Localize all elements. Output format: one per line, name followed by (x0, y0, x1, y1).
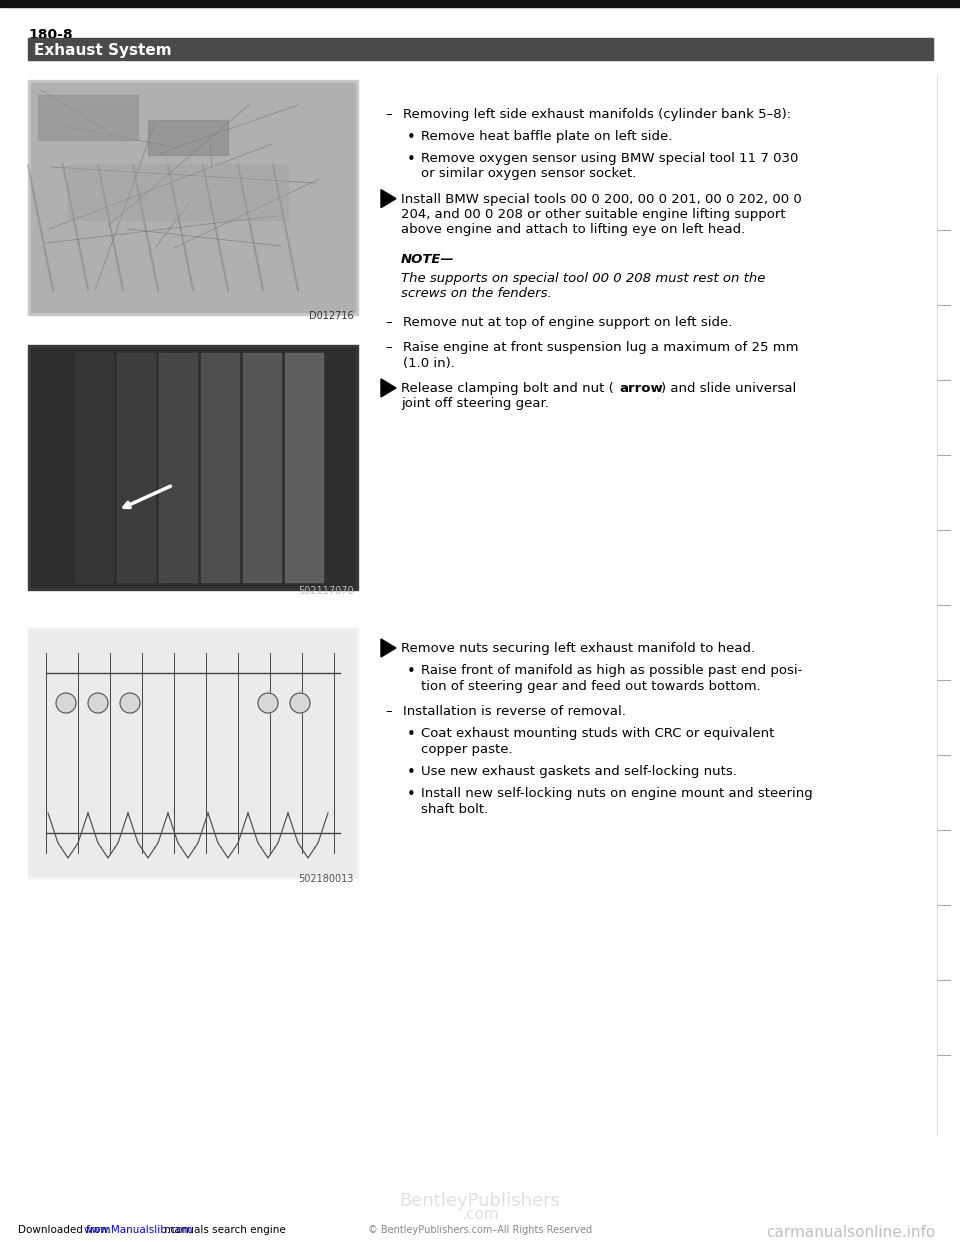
Text: Release clamping bolt and nut (: Release clamping bolt and nut ( (401, 383, 613, 395)
Polygon shape (381, 638, 396, 657)
Text: •: • (407, 152, 416, 166)
Bar (75, 353, 113, 582)
Text: joint off steering gear.: joint off steering gear. (401, 397, 549, 410)
Text: ) and slide universal: ) and slide universal (661, 383, 796, 395)
Text: above engine and attach to lifting eye on left head.: above engine and attach to lifting eye o… (401, 224, 745, 236)
Bar (159, 353, 197, 582)
Text: Raise engine at front suspension lug a maximum of 25 mm: Raise engine at front suspension lug a m… (403, 342, 799, 354)
Bar (117, 353, 155, 582)
Bar (0, 0, 960, 7)
Text: Exhaust System: Exhaust System (34, 43, 172, 58)
Text: •: • (407, 130, 416, 145)
Text: Install BMW special tools 00 0 200, 00 0 201, 00 0 202, 00 0: Install BMW special tools 00 0 200, 00 0… (401, 193, 802, 206)
Bar (68, 165, 288, 220)
Text: carmanualsonline.info: carmanualsonline.info (766, 1225, 935, 1240)
Bar (31, 348, 355, 587)
Text: 180-8: 180-8 (28, 29, 73, 42)
Text: Use new exhaust gaskets and self-locking nuts.: Use new exhaust gaskets and self-locking… (421, 765, 737, 779)
Text: 502180013: 502180013 (299, 874, 354, 884)
Text: copper paste.: copper paste. (421, 743, 513, 756)
Text: © BentleyPublishers.com–All Rights Reserved: © BentleyPublishers.com–All Rights Reser… (368, 1225, 592, 1235)
Text: (1.0 in).: (1.0 in). (403, 356, 455, 370)
Text: •: • (407, 664, 416, 679)
Text: –: – (385, 108, 392, 120)
Polygon shape (381, 190, 396, 207)
Bar (243, 353, 281, 582)
Text: 204, and 00 0 208 or other suitable engine lifting support: 204, and 00 0 208 or other suitable engi… (401, 207, 785, 221)
Text: Remove nut at top of engine support on left side.: Remove nut at top of engine support on l… (403, 315, 732, 329)
Text: •: • (407, 787, 416, 802)
Text: 502117070: 502117070 (299, 586, 354, 596)
Text: Coat exhaust mounting studs with CRC or equivalent: Coat exhaust mounting studs with CRC or … (421, 728, 775, 740)
Text: BentleyPublishers: BentleyPublishers (399, 1192, 561, 1210)
Bar (31, 83, 355, 312)
Polygon shape (381, 379, 396, 397)
Text: –: – (385, 315, 392, 329)
Text: Raise front of manifold as high as possible past end posi-: Raise front of manifold as high as possi… (421, 664, 803, 677)
Text: The supports on special tool 00 0 208 must rest on the: The supports on special tool 00 0 208 mu… (401, 272, 765, 284)
Text: screws on the fenders.: screws on the fenders. (401, 287, 552, 301)
Text: or similar oxygen sensor socket.: or similar oxygen sensor socket. (421, 168, 636, 180)
Text: tion of steering gear and feed out towards bottom.: tion of steering gear and feed out towar… (421, 679, 760, 693)
Circle shape (56, 693, 76, 713)
Bar (33, 353, 71, 582)
Text: D012716: D012716 (309, 310, 354, 320)
Text: Remove nuts securing left exhaust manifold to head.: Remove nuts securing left exhaust manifo… (401, 642, 756, 655)
Bar (28, 345, 358, 590)
Bar (28, 628, 358, 878)
Text: –: – (385, 342, 392, 354)
Text: Removing left side exhaust manifolds (cylinder bank 5–8):: Removing left side exhaust manifolds (cy… (403, 108, 791, 120)
Text: .com: .com (461, 1207, 499, 1222)
Text: shaft bolt.: shaft bolt. (421, 802, 489, 816)
Text: arrow: arrow (619, 383, 662, 395)
Bar (28, 39, 933, 60)
Bar (28, 79, 358, 315)
Text: Downloaded from: Downloaded from (18, 1225, 113, 1235)
Bar (201, 353, 239, 582)
Text: Remove heat baffle plate on left side.: Remove heat baffle plate on left side. (421, 130, 672, 143)
Text: NOTE—: NOTE— (401, 252, 455, 266)
Bar (148, 120, 228, 155)
Text: –: – (385, 705, 392, 718)
Text: manuals search engine: manuals search engine (161, 1225, 286, 1235)
Text: •: • (407, 765, 416, 780)
Text: Install new self-locking nuts on engine mount and steering: Install new self-locking nuts on engine … (421, 787, 813, 800)
Circle shape (88, 693, 108, 713)
Text: •: • (407, 728, 416, 743)
Bar (31, 631, 355, 876)
Text: Remove oxygen sensor using BMW special tool 11 7 030: Remove oxygen sensor using BMW special t… (421, 152, 799, 165)
Circle shape (290, 693, 310, 713)
Circle shape (120, 693, 140, 713)
Text: Installation is reverse of removal.: Installation is reverse of removal. (403, 705, 626, 718)
Bar (285, 353, 323, 582)
Bar (38, 94, 138, 140)
Text: www.Manualslib.com: www.Manualslib.com (84, 1225, 194, 1235)
Circle shape (258, 693, 278, 713)
